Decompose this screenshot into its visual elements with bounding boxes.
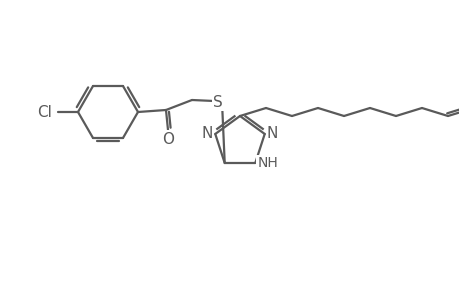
Text: S: S: [213, 94, 223, 110]
Text: O: O: [162, 131, 174, 146]
Text: N: N: [202, 127, 213, 142]
Text: Cl: Cl: [37, 104, 52, 119]
Text: NH: NH: [257, 156, 277, 170]
Text: N: N: [266, 127, 278, 142]
